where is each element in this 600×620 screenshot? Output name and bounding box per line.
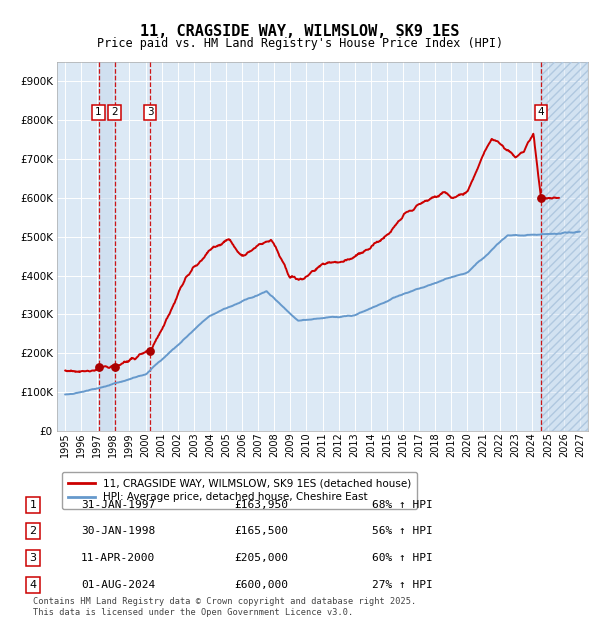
Text: £163,950: £163,950 <box>234 500 288 510</box>
Text: 2: 2 <box>111 107 118 117</box>
Text: 27% ↑ HPI: 27% ↑ HPI <box>372 580 433 590</box>
Text: Contains HM Land Registry data © Crown copyright and database right 2025.
This d: Contains HM Land Registry data © Crown c… <box>33 598 416 617</box>
Text: Price paid vs. HM Land Registry's House Price Index (HPI): Price paid vs. HM Land Registry's House … <box>97 37 503 50</box>
Text: 56% ↑ HPI: 56% ↑ HPI <box>372 526 433 536</box>
Text: 4: 4 <box>29 580 37 590</box>
Text: 3: 3 <box>29 553 37 563</box>
Text: 11-APR-2000: 11-APR-2000 <box>81 553 155 563</box>
Text: 3: 3 <box>146 107 154 117</box>
Text: £165,500: £165,500 <box>234 526 288 536</box>
Text: £600,000: £600,000 <box>234 580 288 590</box>
Text: 60% ↑ HPI: 60% ↑ HPI <box>372 553 433 563</box>
Text: 2: 2 <box>29 526 37 536</box>
Bar <box>541 62 588 431</box>
Text: 31-JAN-1997: 31-JAN-1997 <box>81 500 155 510</box>
Point <box>145 347 155 356</box>
Text: 11, CRAGSIDE WAY, WILMSLOW, SK9 1ES: 11, CRAGSIDE WAY, WILMSLOW, SK9 1ES <box>140 24 460 38</box>
Text: 68% ↑ HPI: 68% ↑ HPI <box>372 500 433 510</box>
Text: 1: 1 <box>29 500 37 510</box>
Legend: 11, CRAGSIDE WAY, WILMSLOW, SK9 1ES (detached house), HPI: Average price, detach: 11, CRAGSIDE WAY, WILMSLOW, SK9 1ES (det… <box>62 472 418 508</box>
Text: 30-JAN-1998: 30-JAN-1998 <box>81 526 155 536</box>
Point <box>536 193 546 203</box>
Text: £205,000: £205,000 <box>234 553 288 563</box>
Text: 01-AUG-2024: 01-AUG-2024 <box>81 580 155 590</box>
Text: 4: 4 <box>538 107 544 117</box>
Point <box>110 361 119 371</box>
Bar <box>541 62 588 431</box>
Bar <box>98 62 115 431</box>
Text: 1: 1 <box>95 107 102 117</box>
Point <box>94 362 103 372</box>
